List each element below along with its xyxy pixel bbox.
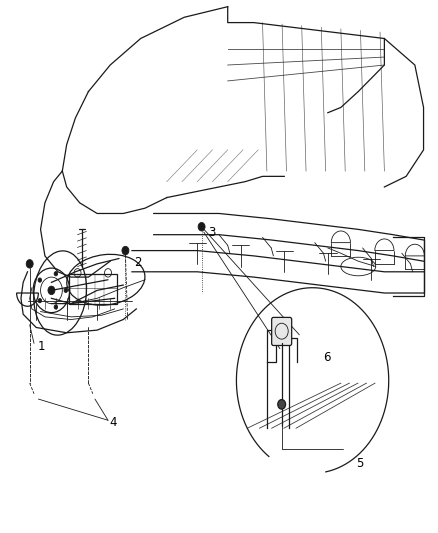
Text: 2: 2	[134, 256, 141, 269]
Circle shape	[64, 288, 67, 293]
Circle shape	[54, 272, 58, 276]
Text: 5: 5	[356, 457, 364, 470]
Circle shape	[38, 298, 42, 303]
FancyBboxPatch shape	[272, 317, 292, 345]
Circle shape	[54, 305, 58, 309]
Circle shape	[48, 286, 55, 295]
Circle shape	[38, 278, 42, 282]
Circle shape	[122, 246, 129, 255]
Circle shape	[198, 222, 205, 231]
Text: 3: 3	[208, 225, 215, 239]
Circle shape	[26, 260, 33, 268]
Text: 1: 1	[38, 340, 45, 352]
Text: 6: 6	[323, 351, 331, 364]
Text: 4: 4	[109, 416, 117, 430]
Circle shape	[278, 400, 286, 409]
